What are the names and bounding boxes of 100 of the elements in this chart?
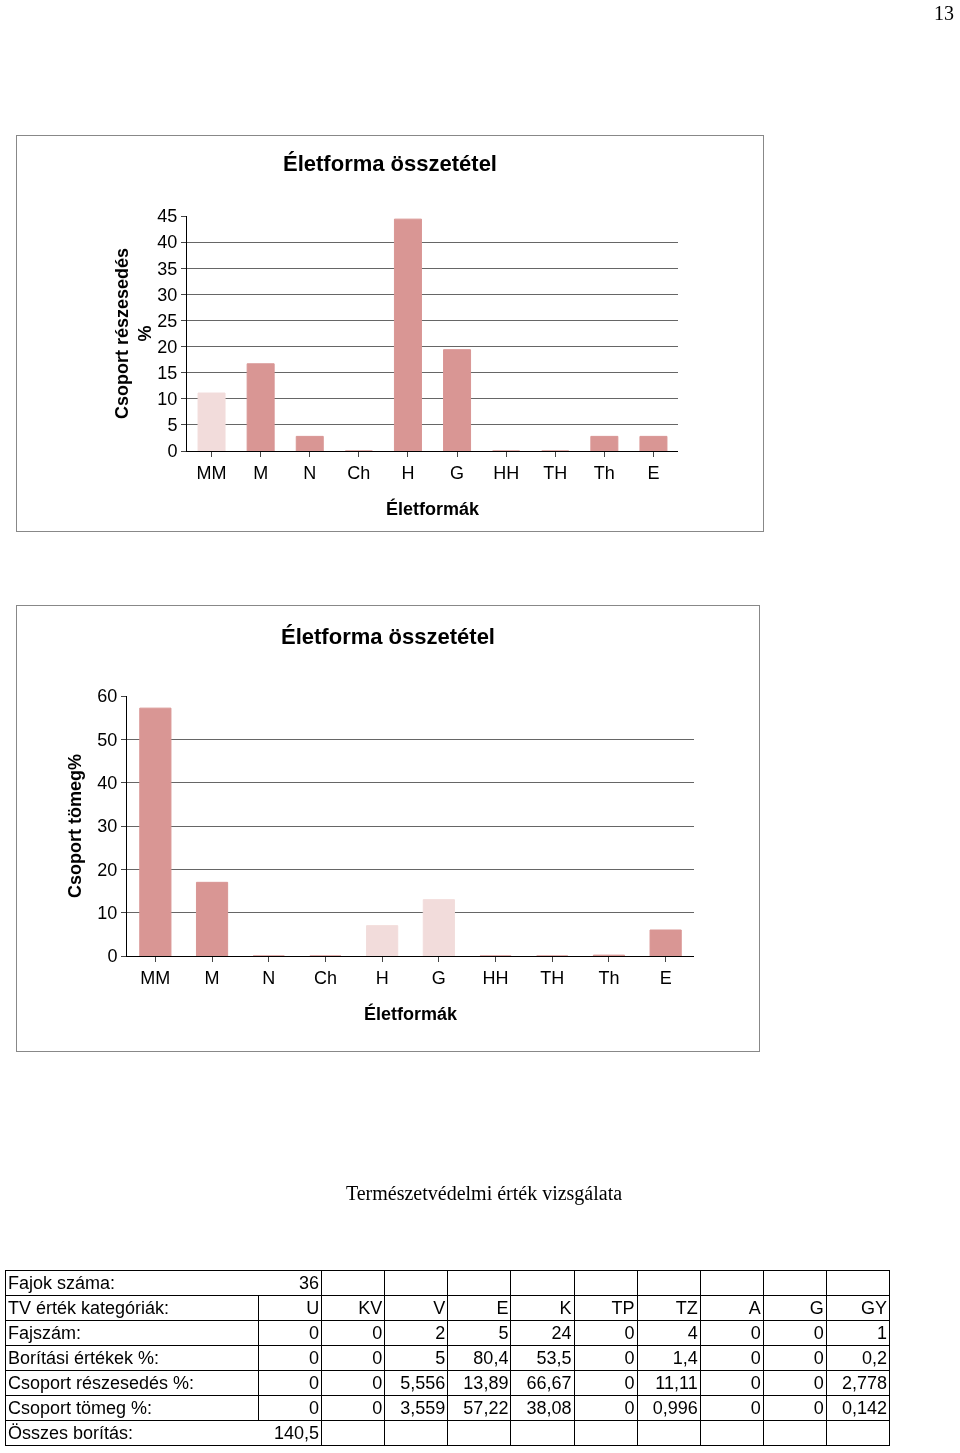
y-axis-title: Csoport tömeg% (65, 754, 85, 898)
chart-title: Életforma összetétel (281, 623, 495, 649)
y-axis-title: Csoport részesedés % (111, 247, 156, 420)
x-tick-label: G (431, 967, 446, 988)
text: 0 (813, 1373, 824, 1393)
category-label: G (763, 1295, 827, 1321)
text: Összes borítás: (5, 1420, 259, 1446)
x-tick-label: Ch (347, 462, 371, 483)
y-tick-label: 50 (97, 729, 118, 750)
category-label: Borítási értékek %: (8, 1348, 160, 1368)
category-label: U (258, 1295, 322, 1321)
text: 0,996 (652, 1398, 698, 1418)
text: 66,67 (526, 1373, 572, 1393)
text: 36 (258, 1270, 322, 1296)
text: 53,5 (536, 1348, 572, 1368)
y-tick-label: 5 (167, 415, 178, 436)
text: 0 (309, 1373, 320, 1393)
y-tick-label: 40 (97, 772, 118, 793)
x-tick-label: E (659, 967, 672, 988)
text: 80,4 (473, 1348, 509, 1368)
text: 0 (309, 1323, 320, 1343)
y-tick-label: 0 (107, 946, 118, 967)
text: 0 (813, 1323, 824, 1343)
x-tick-label: MM (140, 967, 171, 988)
text: 0 (624, 1348, 635, 1368)
x-tick-label: Th (593, 462, 615, 483)
category-label: Csoport részesedés %: (8, 1373, 195, 1393)
text: 5,556 (400, 1373, 446, 1393)
x-tick-label: Th (598, 967, 620, 988)
y-tick-label: 20 (157, 336, 178, 357)
text: 1,4 (672, 1348, 698, 1368)
text: 0 (372, 1323, 383, 1343)
bar (295, 435, 324, 451)
x-tick-label: E (647, 462, 660, 483)
bar (422, 899, 455, 956)
x-tick-label: G (450, 462, 465, 483)
y-tick-label: 10 (157, 389, 178, 410)
text: 57,22 (463, 1398, 509, 1418)
text: 0 (309, 1398, 320, 1418)
bar (195, 881, 229, 956)
bar (649, 929, 682, 956)
y-tick-label: 30 (97, 816, 118, 837)
text: TV érték kategóriák: (5, 1295, 259, 1321)
text: 13,89 (463, 1373, 509, 1393)
category-label: Csoport tömeg %: (8, 1398, 153, 1418)
x-tick-label: N (303, 462, 317, 483)
x-axis-title: Életformák (363, 1003, 458, 1024)
bar (443, 349, 472, 451)
y-tick-label: 15 (157, 362, 178, 383)
text: 0 (750, 1323, 761, 1343)
text: 13 (934, 2, 954, 25)
bar (366, 925, 399, 956)
x-tick-label: H (401, 462, 415, 483)
y-tick-label: 35 (157, 258, 178, 279)
text: 0 (750, 1373, 761, 1393)
x-tick-label: M (204, 967, 220, 988)
text: 1 (876, 1323, 887, 1343)
x-tick-label: M (253, 462, 269, 483)
x-tick-label: TH (543, 462, 568, 483)
text: 38,08 (526, 1398, 572, 1418)
text: 0,142 (841, 1398, 887, 1418)
text: 2 (435, 1323, 446, 1343)
text: 4 (687, 1323, 698, 1343)
y-tick-label: 40 (157, 232, 178, 253)
category-label: V (384, 1295, 448, 1321)
text: 0 (372, 1373, 383, 1393)
category-label: TZ (637, 1295, 701, 1321)
y-tick-label: 60 (97, 686, 118, 707)
y-tick-label: 0 (167, 441, 178, 462)
bar (639, 435, 668, 451)
category-label: A (700, 1295, 764, 1321)
text: 0 (309, 1348, 320, 1368)
bar (393, 218, 422, 451)
category-label: E (447, 1295, 511, 1321)
text: 11,11 (655, 1373, 698, 1393)
x-tick-label: HH (493, 462, 520, 483)
text: Fajok száma: (5, 1270, 259, 1296)
y-tick-label: 30 (157, 284, 178, 305)
text: 0 (624, 1323, 635, 1343)
x-tick-label: HH (482, 967, 509, 988)
text: 0 (750, 1348, 761, 1368)
bar (246, 363, 275, 451)
x-tick-label: TH (540, 967, 565, 988)
category-label: KV (321, 1295, 385, 1321)
text: 0 (372, 1398, 383, 1418)
y-tick-label: 10 (97, 902, 118, 923)
category-label: K (510, 1295, 574, 1321)
text: 140,5 (258, 1420, 322, 1446)
x-tick-label: MM (196, 462, 227, 483)
y-tick-label: 25 (157, 310, 178, 331)
bar (590, 435, 619, 451)
y-tick-label: 20 (97, 859, 118, 880)
text: 0 (624, 1373, 635, 1393)
text: 5 (435, 1348, 446, 1368)
text: 0 (813, 1348, 824, 1368)
text: 0 (750, 1398, 761, 1418)
text: 0,2 (861, 1348, 887, 1368)
text: 3,559 (400, 1398, 446, 1418)
x-tick-label: Ch (313, 967, 337, 988)
category-label: Fajszám: (8, 1323, 82, 1343)
